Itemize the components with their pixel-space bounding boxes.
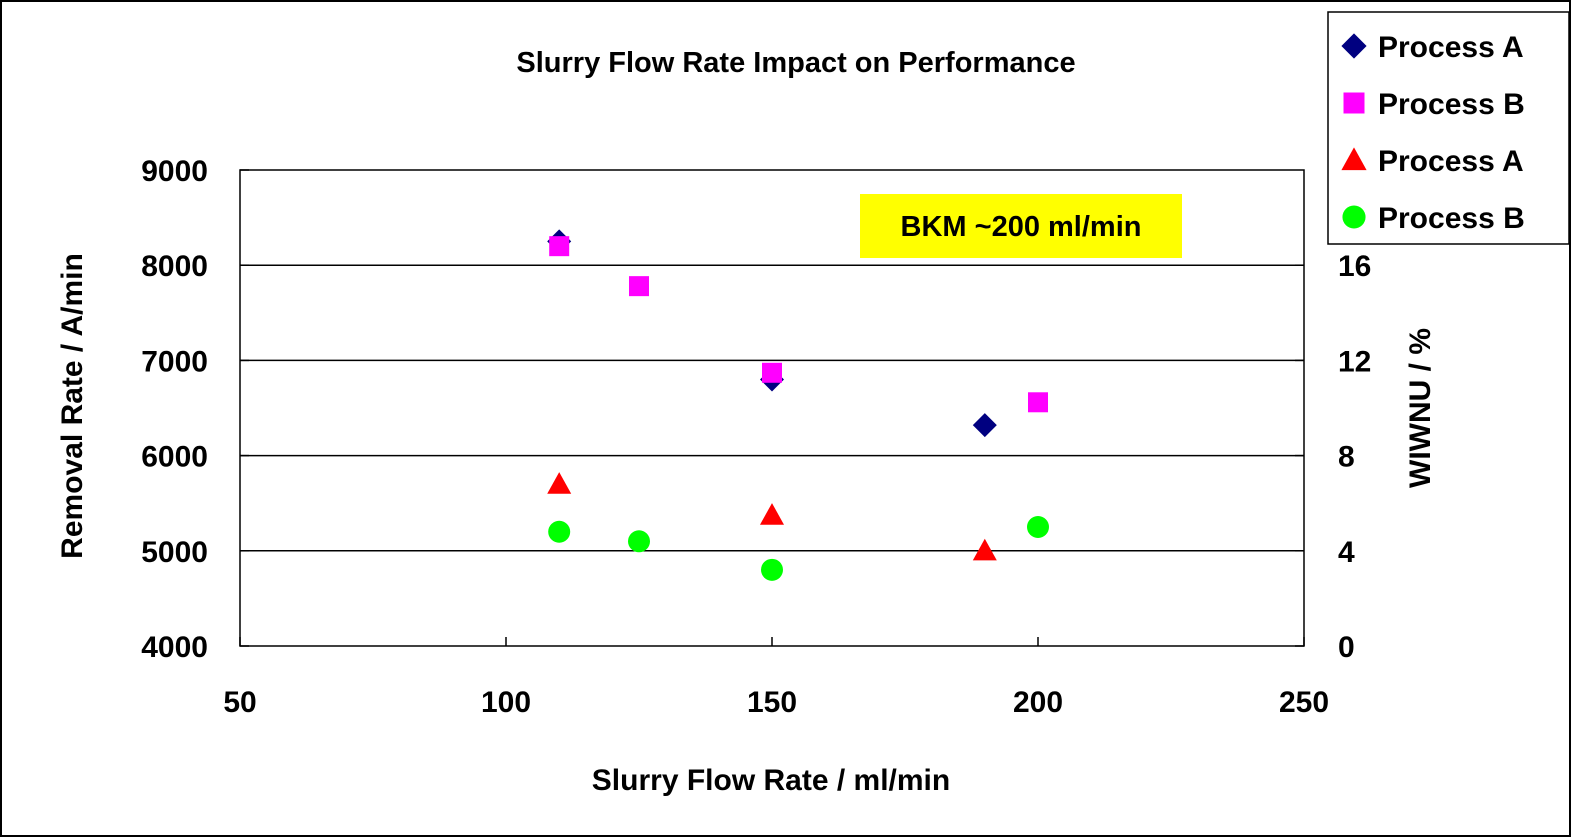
legend-marker-circle [1342, 205, 1366, 229]
data-point-circle [761, 558, 783, 581]
legend-label: Process B [1378, 202, 1525, 235]
legend: Process A Process B Process A Process B [1327, 11, 1570, 245]
legend-marker-diamond [1341, 33, 1367, 59]
data-point-triangle [547, 472, 572, 494]
data-point-circle [1027, 516, 1049, 538]
y2-tick-label: 8 [1338, 441, 1355, 474]
data-point-circle [628, 530, 650, 553]
y2-axis-title: WIWNU / % [1404, 328, 1437, 488]
x-tick-label: 200 [1013, 686, 1063, 719]
x-axis-title: Slurry Flow Rate / ml/min [592, 764, 950, 797]
x-tick-label: 100 [481, 686, 531, 719]
grid-lines [240, 264, 1304, 552]
data-point-square [1028, 392, 1048, 413]
axis-ticks: 50 100 150 200 250 4000 5000 6000 7000 8000 9000 0 4… [141, 155, 1371, 719]
y-tick-label: 4000 [141, 631, 208, 664]
legend-marker-triangle [1341, 147, 1367, 171]
y-tick-label: 7000 [141, 345, 208, 378]
y-axis-title: Removal Rate / A/min [56, 253, 89, 559]
legend-label: Process A [1378, 145, 1524, 178]
legend-entries: Process A Process B Process A Process B [1341, 31, 1525, 235]
data-point-square [629, 276, 649, 297]
legend-label: Process A [1378, 31, 1524, 64]
y2-tick-label: 4 [1338, 536, 1355, 569]
data-point-square [762, 362, 782, 383]
data-markers [547, 229, 1049, 581]
data-point-square [549, 236, 570, 257]
data-point-circle [548, 520, 571, 543]
chart-title: Slurry Flow Rate Impact on Performance [516, 47, 1075, 79]
data-point-triangle [760, 503, 784, 525]
x-tick-label: 150 [747, 686, 797, 719]
y2-tick-label: 12 [1338, 345, 1371, 378]
y2-tick-label: 16 [1338, 250, 1371, 283]
data-point-diamond [972, 413, 997, 438]
data-point-triangle [972, 538, 997, 561]
x-tick-label: 50 [223, 686, 256, 719]
y-tick-label: 5000 [141, 536, 208, 569]
legend-label: Process B [1378, 88, 1525, 121]
annotation-text: BKM ~200 ml/min [901, 211, 1142, 243]
annotation-box [860, 194, 1182, 258]
y-tick-label: 6000 [141, 441, 208, 474]
y2-tick-label: 0 [1338, 631, 1355, 664]
y-tick-label: 9000 [141, 155, 208, 188]
legend-box [1327, 11, 1570, 245]
legend-marker-square [1343, 92, 1365, 114]
y-tick-label: 8000 [141, 250, 208, 283]
x-tick-label: 250 [1279, 686, 1329, 719]
